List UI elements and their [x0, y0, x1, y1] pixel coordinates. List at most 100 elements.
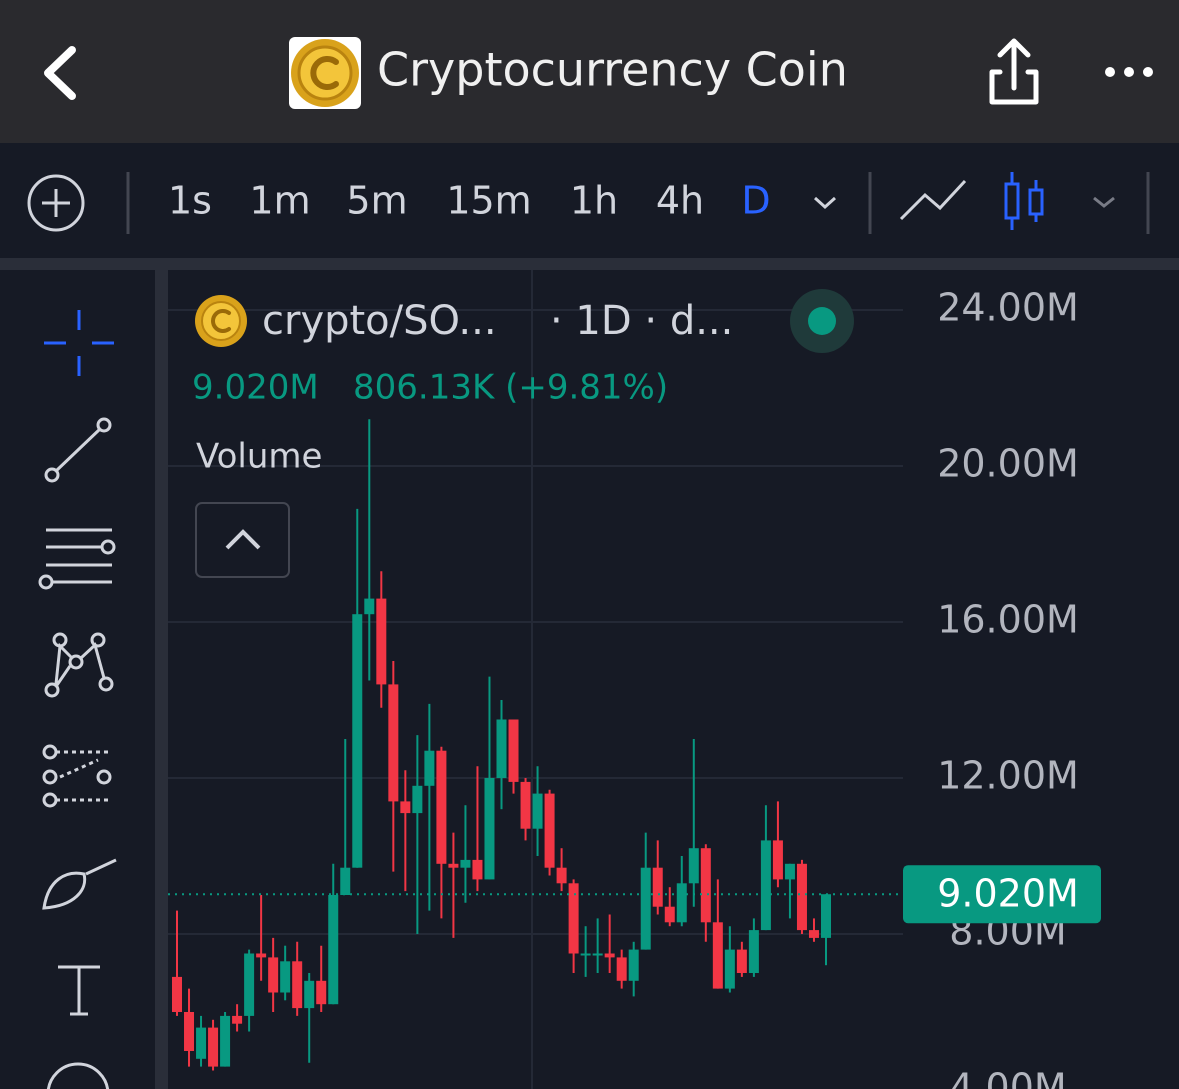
candle-body	[532, 793, 543, 829]
line-chart-button[interactable]	[899, 179, 967, 221]
candle-body	[616, 957, 627, 981]
drawing-tools	[38, 310, 117, 1089]
candle-body	[412, 785, 423, 814]
more-button[interactable]	[1105, 67, 1153, 77]
candle-body	[484, 778, 495, 880]
share-button[interactable]	[989, 38, 1039, 105]
legend-symbol: crypto/SO...	[262, 298, 497, 344]
candle-body	[676, 883, 687, 923]
legend-symbol-icon	[195, 295, 247, 347]
y-tick-label: 4.00M	[949, 1066, 1066, 1089]
candle-body	[556, 867, 567, 884]
indicator-name: Volume	[196, 437, 322, 477]
candle-body	[328, 895, 339, 1005]
candle-body	[196, 1027, 207, 1059]
last-price-badge	[903, 865, 1101, 924]
candle-body	[244, 953, 255, 1016]
candle-body	[280, 961, 291, 993]
candle-body	[821, 894, 831, 938]
interval-button[interactable]: 15m	[446, 179, 531, 223]
candle-body	[256, 953, 267, 958]
candle-body	[436, 750, 447, 864]
candle-body	[388, 684, 399, 802]
trendline-tool[interactable]	[44, 417, 112, 483]
candle-body	[364, 598, 375, 615]
candle-body	[592, 953, 603, 956]
candle-body	[220, 1015, 231, 1067]
candle-body	[604, 953, 615, 958]
text-tool[interactable]	[58, 965, 100, 1016]
interval-button[interactable]: D	[741, 179, 770, 223]
pattern-tool[interactable]	[44, 632, 114, 698]
candle-body	[448, 863, 459, 868]
candle-body	[796, 863, 807, 931]
candle-body	[508, 719, 519, 782]
candle-chart-button[interactable]	[1004, 172, 1044, 230]
add-button[interactable]	[27, 174, 85, 232]
candle-body	[748, 930, 759, 973]
interval-button[interactable]: 5m	[346, 179, 407, 223]
last-price-label: 9.020M	[937, 872, 1079, 916]
divider	[155, 270, 168, 1089]
candle-body	[424, 750, 435, 786]
candle-body	[340, 867, 351, 895]
candle-body	[736, 949, 747, 973]
back-button[interactable]	[44, 46, 76, 100]
candle-body	[172, 976, 182, 1012]
y-tick-label: 16.00M	[937, 598, 1079, 642]
header-title: Cryptocurrency Coin	[377, 43, 848, 97]
parallel-lines-tool[interactable]	[38, 528, 116, 590]
candle-body	[784, 863, 795, 880]
candle-body	[184, 1012, 195, 1051]
header-bar	[0, 0, 1179, 143]
interval-button[interactable]: 4h	[656, 179, 704, 223]
candle-body	[292, 961, 303, 1009]
interval-dropdown[interactable]	[813, 196, 837, 210]
candle-body	[640, 867, 651, 950]
candle-body	[772, 840, 783, 880]
legend-interval: · 1D · d...	[550, 298, 733, 344]
candle-body	[496, 719, 507, 778]
candle-body	[304, 980, 315, 1009]
candle-body	[232, 1015, 243, 1024]
candle-body	[700, 848, 711, 923]
y-tick-label: 12.00M	[937, 754, 1079, 798]
interval-button[interactable]: 1h	[570, 179, 618, 223]
candle-body	[352, 614, 363, 868]
candle-body	[208, 1027, 219, 1067]
candle-body	[628, 949, 639, 981]
candle-body	[664, 906, 675, 923]
shape-tool[interactable]	[46, 1062, 110, 1089]
toolbar	[0, 143, 1179, 258]
chart-type-dropdown[interactable]	[1093, 196, 1115, 208]
crosshair-tool[interactable]	[44, 310, 114, 376]
candle-body	[760, 840, 771, 931]
candle-body	[724, 949, 735, 989]
candle-body	[400, 801, 411, 814]
y-tick-label: 24.00M	[937, 286, 1079, 330]
candle-body	[652, 867, 663, 907]
interval-button[interactable]: 1s	[168, 179, 212, 223]
candle-body	[376, 598, 387, 685]
brush-tool[interactable]	[42, 858, 117, 910]
candle-body	[460, 859, 471, 868]
fib-tool[interactable]	[42, 744, 112, 808]
coin-logo	[289, 37, 361, 109]
candle-body	[472, 859, 483, 880]
collapse-button[interactable]	[195, 502, 290, 578]
divider	[0, 258, 1179, 270]
candle-body	[520, 781, 531, 829]
candle-body	[808, 930, 819, 938]
interval-button[interactable]: 1m	[249, 179, 310, 223]
y-tick-label: 20.00M	[937, 442, 1079, 486]
legend-change: 806.13K (+9.81%)	[353, 368, 668, 408]
candle-body	[544, 793, 555, 868]
legend-price: 9.020M	[192, 368, 319, 408]
candle-body	[568, 883, 579, 954]
candle-body	[688, 848, 699, 884]
status-dot	[808, 307, 836, 335]
candle-body	[712, 922, 723, 989]
candle-body	[316, 980, 327, 1005]
